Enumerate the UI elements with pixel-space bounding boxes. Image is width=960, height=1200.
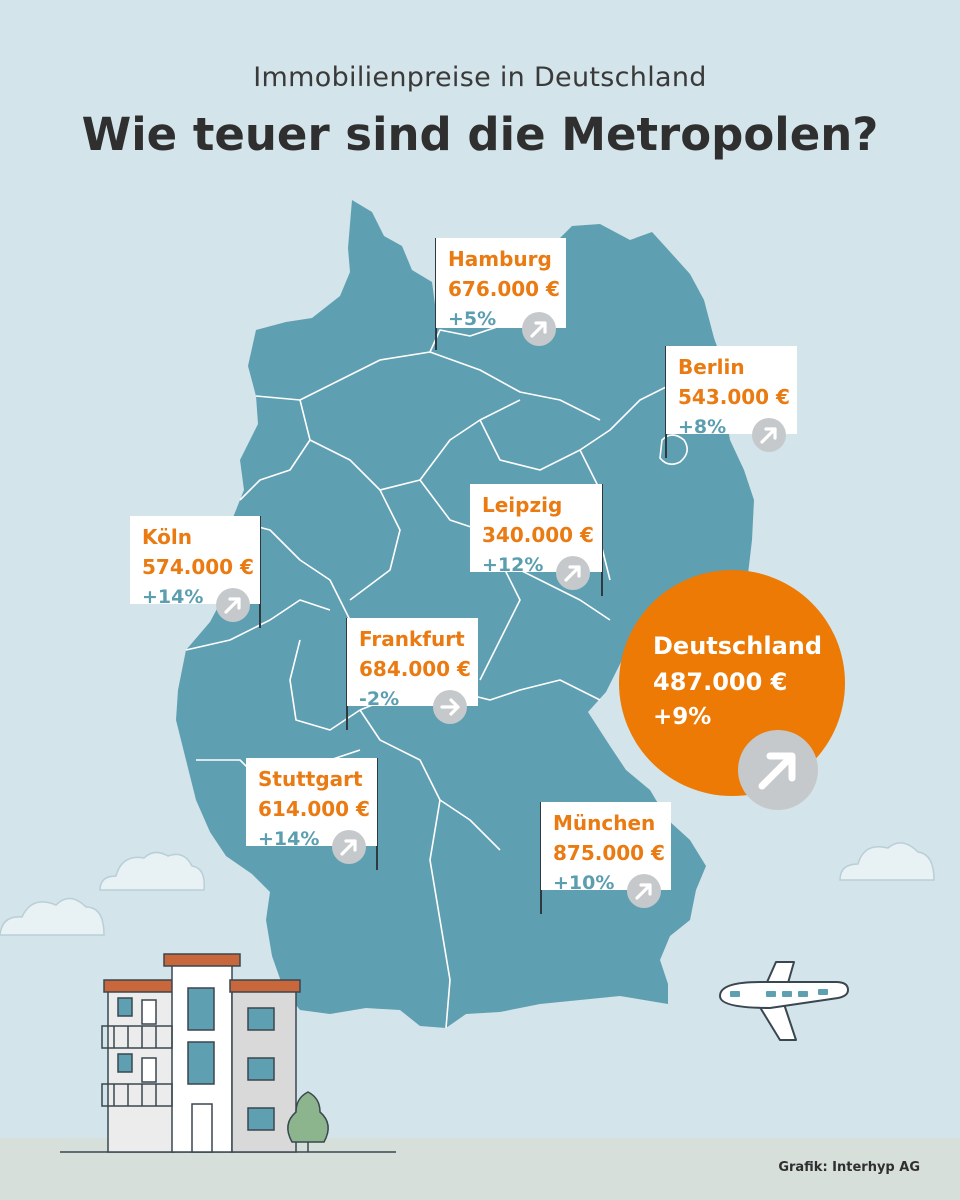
credit: Grafik: Interhyp AG — [778, 1160, 920, 1175]
pin-line — [376, 758, 378, 870]
city-change: +10% — [553, 872, 615, 894]
city-card-koeln: Köln 574.000 € +14% — [130, 516, 260, 622]
pin-line — [601, 484, 603, 596]
national-average-badge: Deutschland 487.000 € +9% — [619, 570, 845, 796]
arrow-up-right-icon — [752, 418, 786, 452]
city-change: +8% — [678, 416, 727, 438]
city-card-frankfurt: Frankfurt 684.000 € -2% — [347, 618, 478, 724]
city-change: +14% — [258, 828, 320, 850]
cloud-icon — [0, 897, 105, 936]
city-change: +14% — [142, 586, 204, 608]
city-name: Köln — [142, 525, 192, 549]
city-change: +12% — [482, 554, 544, 576]
cloud-icon — [99, 851, 205, 891]
city-name: München — [553, 811, 656, 835]
arrow-right-icon — [433, 690, 467, 724]
city-card-stuttgart: Stuttgart 614.000 € +14% — [246, 758, 377, 864]
arrow-up-right-icon — [522, 312, 556, 346]
city-name: Berlin — [678, 355, 745, 379]
arrow-up-right-icon — [216, 588, 250, 622]
airplane-icon — [719, 961, 849, 1041]
tree-icon — [287, 1091, 329, 1152]
city-name: Stuttgart — [258, 767, 363, 791]
berlin-outline — [659, 434, 688, 466]
city-price: 684.000 € — [359, 657, 471, 681]
city-price: 543.000 € — [678, 385, 790, 409]
city-price: 574.000 € — [142, 555, 254, 579]
house-icon — [60, 953, 396, 1153]
city-card-leipzig: Leipzig 340.000 € +12% — [470, 484, 602, 590]
cloud-icon — [839, 842, 935, 881]
city-name: Frankfurt — [359, 627, 465, 651]
national-price: 487.000 € — [653, 668, 788, 696]
arrow-up-right-icon — [627, 874, 661, 908]
city-card-berlin: Berlin 543.000 € +8% — [666, 346, 797, 452]
city-card-hamburg: Hamburg 676.000 € +5% — [436, 238, 566, 346]
city-name: Leipzig — [482, 493, 563, 517]
arrow-up-right-icon — [556, 556, 590, 590]
subtitle: Immobilienpreise in Deutschland — [253, 62, 707, 93]
pin-line — [259, 516, 261, 628]
city-price: 340.000 € — [482, 523, 594, 547]
national-name: Deutschland — [653, 632, 823, 660]
national-change: +9% — [653, 704, 712, 730]
arrow-up-right-icon — [332, 830, 366, 864]
page-title: Wie teuer sind die Metropolen? — [81, 108, 879, 161]
city-name: Hamburg — [448, 247, 552, 271]
arrow-up-right-icon — [738, 730, 818, 810]
city-change: +5% — [448, 308, 497, 330]
city-price: 614.000 € — [258, 797, 370, 821]
city-change: -2% — [359, 688, 400, 710]
state-borders — [185, 325, 711, 1029]
city-price: 676.000 € — [448, 277, 560, 301]
city-price: 875.000 € — [553, 841, 665, 865]
city-card-muenchen: München 875.000 € +10% — [541, 802, 671, 908]
